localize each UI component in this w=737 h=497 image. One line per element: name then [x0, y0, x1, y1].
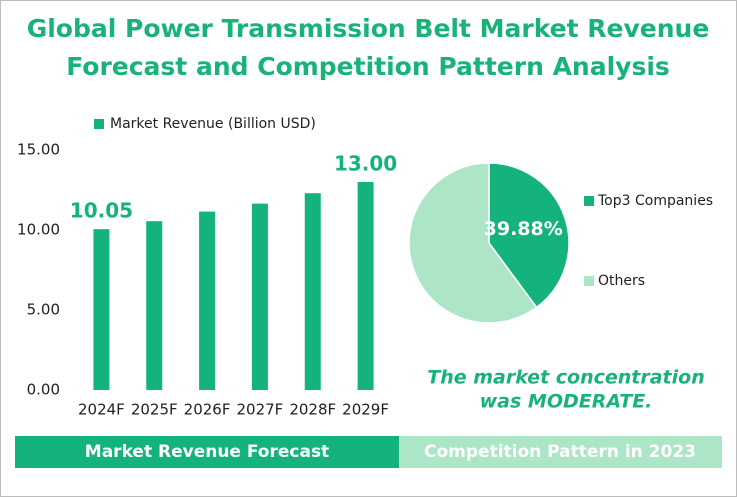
- footer-label: Competition Pattern in 2023: [424, 442, 696, 462]
- x-tick-label: 2027F: [237, 401, 284, 419]
- title-line: Forecast and Competition Pattern Analysi…: [66, 52, 670, 81]
- legend-swatch: [584, 196, 594, 206]
- x-tick-label: 2024F: [78, 401, 125, 419]
- data-label: 13.00: [334, 152, 397, 176]
- annotation: was MODERATE.: [480, 391, 653, 413]
- legend-swatch: [94, 119, 104, 129]
- footer-label: Market Revenue Forecast: [85, 442, 329, 462]
- footer-band: [399, 436, 722, 468]
- bar: [251, 203, 268, 390]
- annotation: The market concentration: [427, 367, 705, 389]
- data-label: 39.88%: [484, 218, 563, 240]
- title-line: Global Power Transmission Belt Market Re…: [27, 14, 710, 43]
- y-tick-label: 15.00: [17, 141, 60, 159]
- y-tick-label: 5.00: [27, 301, 60, 319]
- data-label: 10.05: [70, 199, 133, 223]
- bar: [199, 211, 216, 390]
- x-tick-label: 2026F: [184, 401, 231, 419]
- bar: [304, 193, 321, 390]
- y-tick-label: 0.00: [27, 381, 60, 399]
- footer-band: [15, 436, 399, 468]
- pie-slice: [488, 162, 570, 309]
- y-tick-label: 10.00: [17, 221, 60, 239]
- legend-label: Top3 Companies: [597, 193, 713, 209]
- bar: [357, 182, 374, 390]
- x-tick-label: 2029F: [342, 401, 389, 419]
- legend-swatch: [584, 276, 594, 286]
- x-tick-label: 2025F: [131, 401, 178, 419]
- legend-label: Others: [598, 273, 645, 289]
- x-tick-label: 2028F: [289, 401, 336, 419]
- bar: [93, 229, 110, 390]
- bar: [146, 221, 163, 390]
- pie-slice: [408, 162, 538, 324]
- legend-label: Market Revenue (Billion USD): [110, 116, 316, 132]
